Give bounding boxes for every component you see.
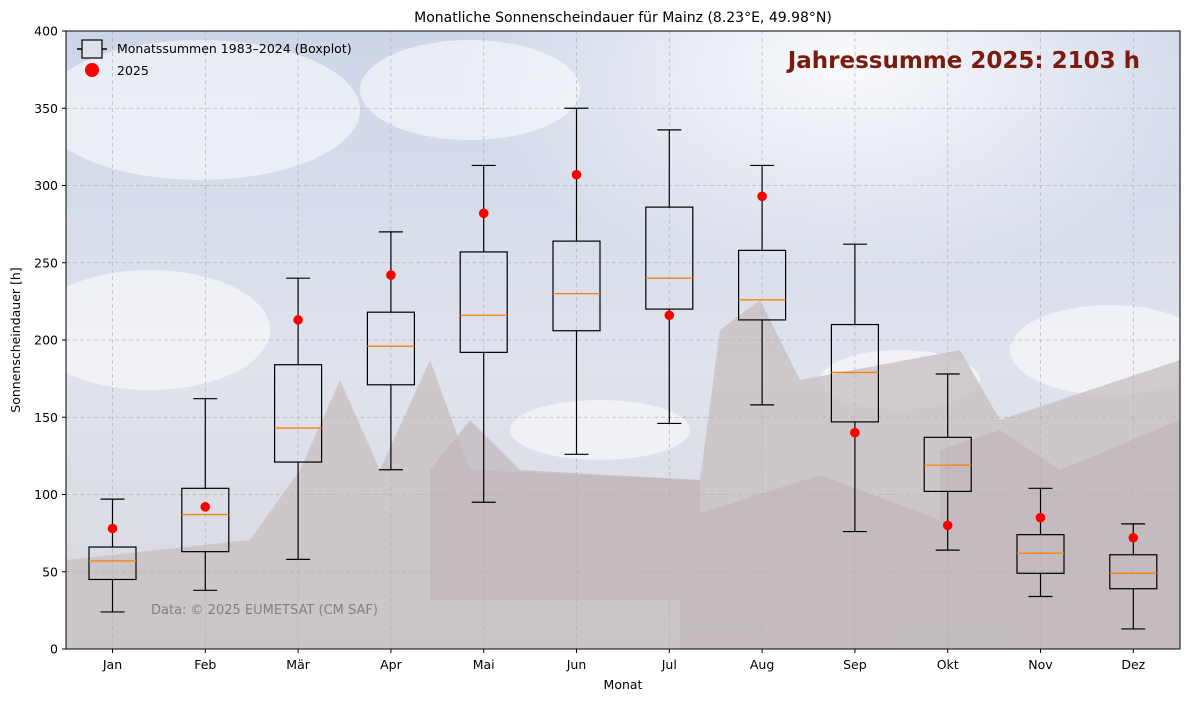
point-2025-Mai — [478, 208, 489, 219]
y-tick-label: 100 — [34, 487, 58, 502]
x-tick-label: Aug — [750, 657, 774, 672]
point-2025-Dez — [1128, 532, 1139, 543]
points-2025 — [107, 169, 1139, 543]
legend-box-label: Monatssummen 1983–2024 (Boxplot) — [117, 41, 352, 56]
x-tick-label: Nov — [1028, 657, 1053, 672]
point-2025-Aug — [757, 191, 767, 202]
y-tick-label: 250 — [34, 255, 58, 270]
iqr-box — [645, 206, 694, 310]
x-tick-label: Mai — [473, 657, 495, 672]
y-tick-label: 400 — [34, 24, 58, 39]
legend: Monatssummen 1983–2024 (Boxplot) 2025 — [77, 39, 352, 78]
iqr-box — [274, 364, 323, 463]
point-2025-Mär — [293, 315, 303, 325]
background-photo — [66, 31, 1180, 649]
iqr-box — [830, 323, 880, 423]
legend-point-label: 2025 — [117, 63, 149, 78]
box-Aug — [737, 164, 787, 406]
x-tick-label: Sep — [843, 657, 867, 672]
point-2025-Feb — [200, 502, 211, 512]
x-axis: Jan Feb Mär Apr Mai Jun Jul Aug Sep Okt Nov Dez — [102, 649, 1146, 672]
box-Dez — [1109, 523, 1158, 630]
annual-total-annotation: Jahressumme 2025: 2103 h — [786, 48, 1140, 74]
y-tick-label: 300 — [34, 178, 58, 193]
y-tick-label: 0 — [50, 642, 58, 657]
point-2025-Nov — [1035, 512, 1046, 523]
legend-point-icon — [85, 63, 99, 77]
iqr-box — [552, 240, 601, 332]
chart-title: Monatliche Sonnenscheindauer für Mainz (… — [414, 10, 832, 26]
y-tick-label: 50 — [42, 564, 58, 579]
x-tick-label: Jun — [566, 657, 587, 672]
iqr-box — [181, 487, 230, 553]
box-Jan — [88, 498, 137, 613]
point-2025-Sep — [850, 427, 860, 438]
x-tick-label: Jan — [102, 657, 122, 672]
y-tick-label: 350 — [34, 101, 58, 116]
point-2025-Okt — [942, 520, 953, 531]
point-2025-Jan — [107, 523, 118, 534]
box-Feb — [181, 398, 230, 591]
iqr-box — [923, 436, 972, 493]
iqr-box — [1016, 534, 1065, 574]
iqr-box — [88, 546, 137, 581]
iqr-box — [1109, 554, 1158, 590]
box-Nov — [1016, 487, 1065, 598]
point-2025-Jun — [571, 169, 582, 180]
y-tick-label: 150 — [34, 410, 58, 425]
x-axis-label: Monat — [604, 677, 643, 692]
x-tick-label: Jul — [661, 657, 677, 672]
x-tick-label: Dez — [1121, 657, 1145, 672]
y-axis-label: Sonnenscheindauer [h] — [8, 267, 23, 412]
y-axis: 0 50 100 150 200 250 300 350 400 — [34, 24, 66, 657]
point-2025-Jul — [664, 310, 675, 321]
box-Jul — [645, 129, 694, 425]
point-2025-Apr — [386, 270, 396, 280]
iqr-box — [737, 249, 787, 321]
legend-box-icon — [81, 39, 103, 59]
x-tick-label: Okt — [937, 657, 959, 672]
x-tick-label: Mär — [286, 657, 310, 672]
box-Sep — [830, 243, 880, 533]
iqr-box — [366, 311, 415, 386]
data-source-footnote: Data: © 2025 EUMETSAT (CM SAF) — [151, 603, 378, 618]
y-tick-label: 200 — [34, 333, 58, 348]
x-tick-label: Feb — [194, 657, 216, 672]
x-tick-label: Apr — [380, 657, 402, 672]
iqr-box — [459, 251, 508, 353]
